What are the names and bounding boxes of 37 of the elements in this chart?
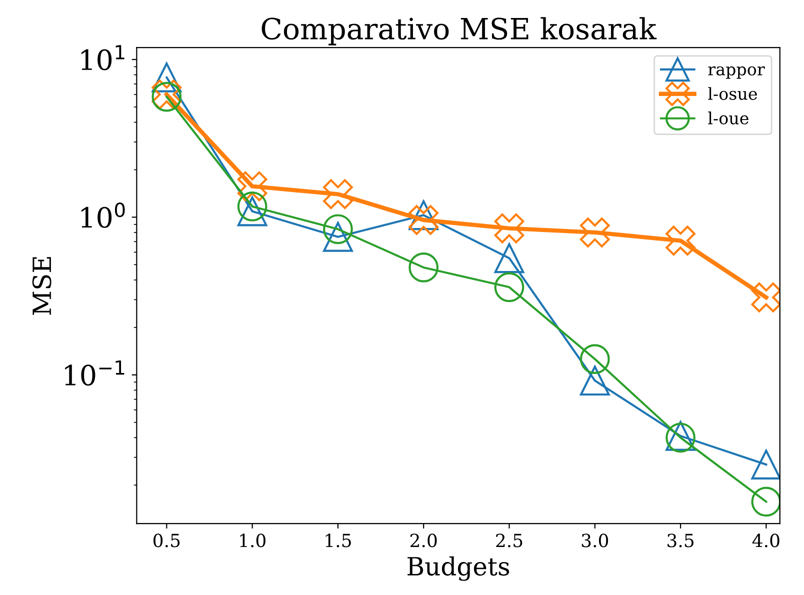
y-tick-label: 10$^{−1}$	[65, 360, 124, 386]
x-tick-label: 2.0	[410, 534, 437, 548]
point	[152, 62, 182, 92]
point	[237, 192, 268, 222]
legend-label: l-osue	[708, 87, 757, 100]
x-tick-label: 0.5	[153, 534, 180, 548]
x-tick-label: 2.5	[496, 534, 522, 548]
x-tick-label: 4.0	[752, 534, 780, 548]
legend-label: rappor	[708, 66, 765, 79]
point	[408, 252, 439, 282]
point	[751, 486, 780, 517]
point	[323, 222, 353, 252]
y-tick-label: 10$^{0}$	[81, 202, 125, 228]
x-tick-label: 3.5	[668, 534, 694, 548]
point	[751, 282, 780, 312]
y-tick-label: 10$^{1}$	[81, 45, 124, 70]
point	[494, 213, 524, 244]
point	[666, 226, 696, 256]
point	[237, 171, 268, 202]
point	[408, 200, 439, 230]
x-tick-label: 1.0	[240, 534, 266, 548]
point	[580, 218, 610, 248]
point	[323, 179, 353, 210]
point	[237, 196, 268, 226]
legend-label: l-oue	[708, 112, 748, 124]
chart-title: Comparativo MSE kosarak	[262, 17, 657, 46]
point	[494, 272, 524, 302]
point	[408, 205, 439, 235]
point	[751, 450, 780, 480]
point	[323, 214, 353, 244]
point	[580, 366, 610, 396]
y-axis-title: MSE	[32, 257, 52, 315]
point	[494, 243, 524, 274]
x-tick-label: 3.0	[582, 534, 608, 548]
point	[580, 344, 610, 374]
x-axis-title: Budgets	[408, 556, 510, 581]
x-tick-label: 1.5	[326, 534, 351, 548]
